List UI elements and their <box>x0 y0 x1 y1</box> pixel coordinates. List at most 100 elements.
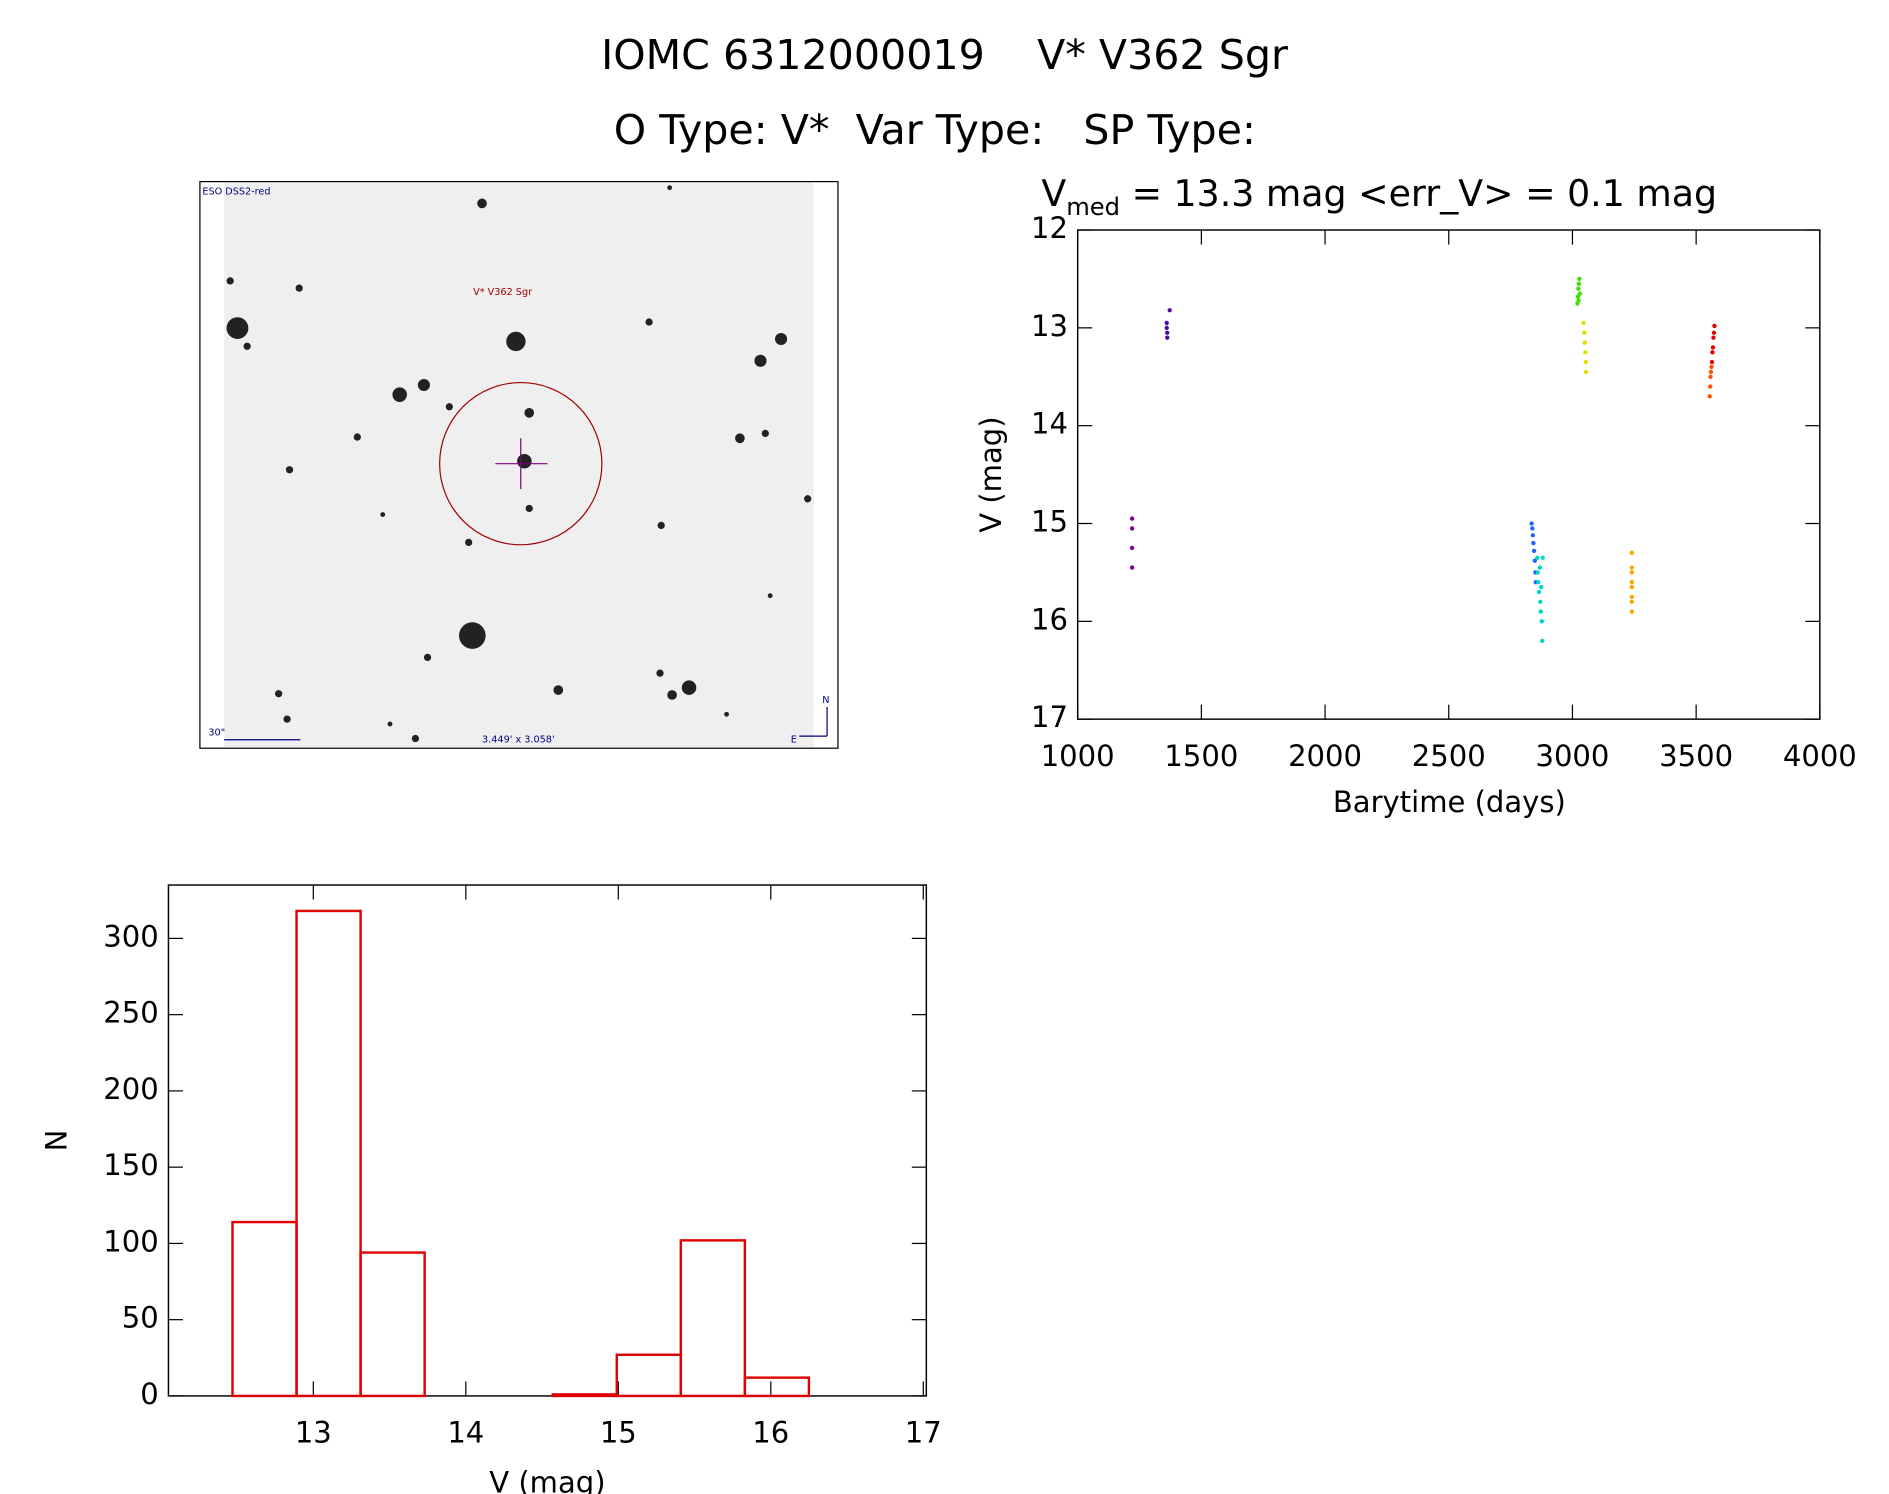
data-point <box>1531 548 1537 554</box>
title-line-2: O Type: V* Var Type: SP Type: <box>614 106 1256 154</box>
y-tick-label: 250 <box>103 996 158 1030</box>
data-point <box>1629 580 1634 585</box>
data-point <box>1531 540 1536 546</box>
y-tick-label: 100 <box>103 1224 158 1258</box>
data-point <box>1539 584 1544 590</box>
x-tick-label: 16 <box>752 1416 789 1450</box>
x-tick-label: 2000 <box>1288 739 1362 773</box>
data-point <box>1576 281 1582 287</box>
data-point <box>1538 609 1543 614</box>
x-tick-label: 15 <box>600 1416 637 1450</box>
x-axis-label: Barytime (days) <box>1333 785 1566 819</box>
y-tick-label: 12 <box>1031 211 1068 245</box>
data-point <box>1576 298 1581 303</box>
data-point <box>1164 325 1169 331</box>
data-point <box>1629 570 1634 575</box>
y-tick-label: 14 <box>1031 407 1068 441</box>
data-point <box>1629 584 1634 590</box>
title-rest: = 13.3 mag <err_V> = 0.1 mag <box>1120 172 1717 215</box>
data-point <box>1709 359 1715 365</box>
data-point <box>1583 359 1588 365</box>
data-point <box>1711 335 1716 340</box>
data-point <box>1710 350 1715 355</box>
y-axis-label: V (mag) <box>974 416 1008 532</box>
data-point <box>1530 526 1535 531</box>
data-point <box>1711 330 1717 335</box>
data-point <box>1536 589 1542 595</box>
y-tick-label: 50 <box>122 1301 159 1335</box>
data-point <box>1629 599 1634 604</box>
plot-frame <box>1076 229 1821 720</box>
data-point <box>1165 330 1170 335</box>
data-point <box>1629 594 1634 600</box>
histogram-bar <box>359 1251 426 1398</box>
data-point <box>1129 516 1135 521</box>
y-tick-label: 17 <box>1031 700 1068 734</box>
x-tick-label: 3000 <box>1535 739 1609 773</box>
y-tick-label: 13 <box>1031 309 1068 343</box>
data-point <box>1576 286 1581 291</box>
data-point <box>1709 364 1714 370</box>
east-label: E <box>791 735 797 746</box>
data-point <box>1539 619 1544 624</box>
data-point <box>1129 565 1135 570</box>
data-point <box>1710 345 1716 350</box>
data-point <box>1165 335 1170 340</box>
plot-frame <box>167 884 928 1397</box>
data-point <box>1530 533 1536 538</box>
x-axis-label: V (mag) <box>489 1465 605 1494</box>
data-point <box>1537 565 1542 570</box>
title-main: V <box>1041 172 1066 215</box>
data-point <box>1577 276 1582 282</box>
y-tick-label: 15 <box>1031 505 1068 539</box>
aperture-circle <box>439 381 603 546</box>
histogram-bar <box>743 1376 811 1398</box>
size-label: 3.449' x 3.058' <box>482 735 555 746</box>
lightcurve-title: Vmed = 13.3 mag <err_V> = 0.1 mag <box>1041 172 1717 221</box>
data-point <box>1629 609 1634 614</box>
data-point <box>1167 308 1172 313</box>
y-tick-label: 300 <box>103 919 158 953</box>
data-point <box>1708 369 1714 375</box>
sky-image: ESO DSS2-red V* V362 Sgr 30" 3.449' x 3.… <box>199 180 839 749</box>
x-tick-label: 1500 <box>1164 739 1238 773</box>
y-tick-label: 16 <box>1031 602 1068 636</box>
x-tick-label: 13 <box>295 1416 332 1450</box>
data-point <box>1535 570 1540 575</box>
north-label: N <box>822 695 829 706</box>
data-point <box>1583 369 1589 375</box>
data-point <box>1629 550 1634 556</box>
histogram-bar <box>551 1393 618 1398</box>
data-point <box>1535 555 1540 560</box>
data-point <box>1629 565 1634 570</box>
title-subscript: med <box>1066 193 1120 221</box>
data-point <box>1581 320 1586 326</box>
histogram-bar <box>679 1239 747 1398</box>
x-tick-label: 3500 <box>1659 739 1733 773</box>
x-tick-label: 4000 <box>1783 739 1857 773</box>
data-point <box>1540 638 1545 644</box>
x-tick-label: 1000 <box>1041 739 1115 773</box>
data-point <box>1582 330 1587 335</box>
data-point <box>1529 521 1534 526</box>
y-axis-label: N <box>39 1130 73 1152</box>
compass <box>799 707 828 737</box>
histogram-bar <box>231 1220 298 1398</box>
data-point <box>1712 323 1717 329</box>
data-point <box>1164 320 1169 326</box>
target-label: V* V362 Sgr <box>473 287 532 298</box>
data-point <box>1129 526 1135 531</box>
data-point <box>1583 350 1588 355</box>
histogram-bar <box>295 909 362 1398</box>
data-point <box>1707 394 1712 399</box>
data-point <box>1708 374 1713 379</box>
x-tick-label: 17 <box>905 1416 942 1450</box>
data-point <box>1582 340 1587 345</box>
data-point <box>1708 384 1713 389</box>
data-point <box>1532 558 1538 563</box>
data-point <box>1577 291 1583 296</box>
title-line-1: IOMC 6312000019 V* V362 Sgr <box>601 31 1288 79</box>
histogram-bar <box>615 1353 683 1398</box>
y-tick-label: 200 <box>103 1072 158 1106</box>
